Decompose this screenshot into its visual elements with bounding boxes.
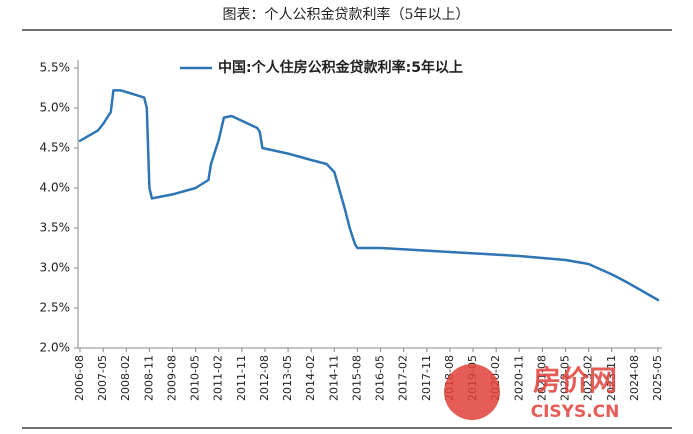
x-tick-label: 2011-11 [235,355,248,401]
x-tick-label: 2022-05 [559,355,572,401]
y-tick-label: 3.5% [40,221,71,235]
x-tick-label: 2015-08 [350,355,363,401]
x-tick-label: 2014-11 [327,355,340,401]
x-tick-label: 2020-11 [512,355,525,401]
line-series [78,89,660,302]
x-tick-label: 2006-08 [73,355,86,401]
x-tick-label: 2023-11 [605,355,618,401]
legend-label: 中国:个人住房公积金贷款利率:5年以上 [218,59,463,76]
y-tick-label: 5.5% [40,61,71,75]
x-tick-label: 2010-05 [189,355,202,401]
x-tick-label: 2017-11 [420,355,433,401]
y-tick-label: 2.0% [40,341,71,355]
watermark-text: 房价网 [533,364,617,397]
x-tick-label: 2017-02 [397,355,410,401]
y-tick-label: 4.5% [40,141,71,155]
x-tick-label: 2008-11 [142,355,155,401]
x-tick-label: 2007-05 [96,355,109,401]
x-tick-label: 2021-08 [535,355,548,401]
watermark-text: CISYS.CN [531,402,620,422]
chart-title: 图表：个人公积金贷款利率（5年以上） [223,6,470,23]
y-tick-label: 2.5% [40,301,71,315]
x-tick-label: 2008-02 [119,355,132,401]
x-tick-label: 2011-02 [212,355,225,401]
x-tick-label: 2013-05 [281,355,294,401]
y-tick-label: 3.0% [40,261,71,275]
x-tick-label: 2009-08 [165,355,178,401]
x-tick-label: 2014-02 [304,355,317,401]
x-tick-label: 2012-08 [258,355,271,401]
watermark-logo [444,364,500,420]
x-tick-label: 2024-08 [628,355,641,401]
y-tick-label: 4.0% [40,181,71,195]
x-tick-label: 2016-05 [374,355,387,401]
x-tick-label: 2025-05 [651,355,664,401]
y-tick-label: 5.0% [40,101,71,115]
x-tick-label: 2023-02 [582,355,595,401]
